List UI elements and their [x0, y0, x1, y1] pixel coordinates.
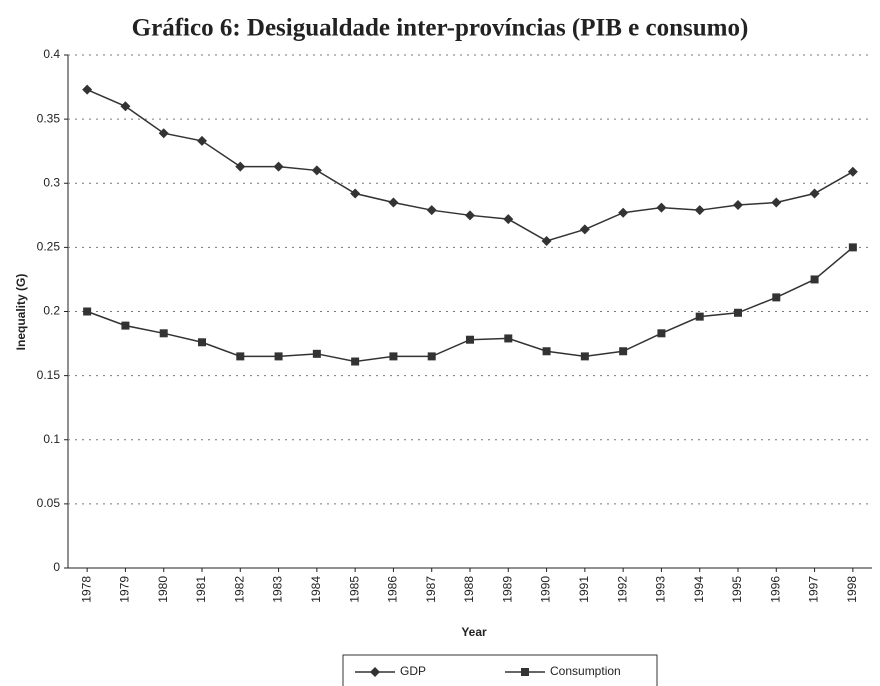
x-tick-label: 1989 [500, 576, 514, 603]
y-tick-label: 0.4 [43, 47, 60, 61]
point [158, 128, 169, 139]
x-tick-label: 1988 [462, 576, 476, 603]
x-tick-label: 1985 [347, 576, 361, 603]
y-tick-label: 0 [53, 560, 60, 574]
chart-title: Gráfico 6: Desigualdade inter-províncias… [132, 15, 749, 42]
point [541, 235, 552, 246]
point [618, 207, 629, 218]
x-tick-label: 1996 [768, 576, 782, 603]
y-tick-label: 0.2 [43, 304, 60, 318]
point [619, 347, 628, 356]
point [159, 329, 168, 338]
y-tick-label: 0.25 [37, 240, 61, 254]
point [82, 84, 93, 95]
x-tick-label: 1982 [232, 576, 246, 603]
point [465, 210, 475, 221]
x-tick-label: 1986 [386, 576, 400, 603]
point [772, 293, 781, 302]
x-tick-label: 1993 [654, 576, 668, 603]
point [733, 200, 743, 211]
legend-label: Consumption [550, 664, 621, 678]
x-tick-label: 1984 [309, 576, 323, 603]
x-tick-label: 1994 [692, 576, 706, 603]
legend-label: GDP [400, 664, 426, 678]
x-tick-label: 1987 [424, 576, 438, 603]
point [426, 205, 437, 216]
x-tick-label: 1991 [577, 576, 591, 603]
point [235, 161, 246, 172]
point [542, 347, 551, 356]
point [771, 197, 782, 208]
legend-box [342, 654, 658, 686]
x-axis-label: Year [461, 625, 487, 639]
legend-marker [370, 667, 380, 677]
point [695, 312, 704, 321]
point [466, 335, 474, 344]
point [848, 243, 857, 252]
point [351, 357, 360, 366]
point [657, 329, 666, 338]
point [427, 352, 436, 361]
y-axis-label: Inequality (G) [14, 274, 28, 351]
x-tick-label: 1979 [118, 576, 132, 603]
point [311, 165, 322, 176]
point [579, 224, 590, 235]
point [312, 349, 321, 358]
x-tick-label: 1995 [730, 576, 744, 603]
point [388, 197, 399, 208]
point [504, 334, 513, 343]
point [694, 205, 705, 216]
y-tick-label: 0.35 [37, 111, 61, 125]
point [503, 214, 514, 225]
y-tick-label: 0.15 [37, 368, 61, 382]
point [389, 352, 398, 361]
x-tick-label: 1983 [271, 576, 285, 603]
point [197, 135, 207, 146]
point [274, 352, 283, 361]
x-tick-label: 1980 [156, 576, 170, 603]
point [273, 161, 284, 172]
point [809, 188, 820, 199]
point [810, 275, 819, 284]
point [656, 202, 667, 213]
x-tick-label: 1998 [845, 576, 859, 603]
legend-marker [521, 668, 529, 676]
y-tick-label: 0.1 [43, 432, 60, 446]
x-tick-label: 1990 [539, 576, 553, 603]
y-tick-label: 0.05 [37, 496, 61, 510]
point [236, 352, 245, 361]
point [83, 307, 92, 316]
point [121, 321, 130, 330]
x-tick-label: 1997 [807, 576, 821, 603]
y-tick-label: 0.3 [43, 175, 60, 189]
x-tick-label: 1992 [615, 576, 629, 603]
point [847, 166, 858, 177]
point [198, 338, 206, 347]
point [120, 101, 131, 112]
x-tick-label: 1981 [194, 576, 208, 603]
point [734, 308, 742, 317]
x-tick-label: 1978 [79, 576, 93, 603]
point [350, 188, 361, 199]
point [580, 352, 589, 361]
